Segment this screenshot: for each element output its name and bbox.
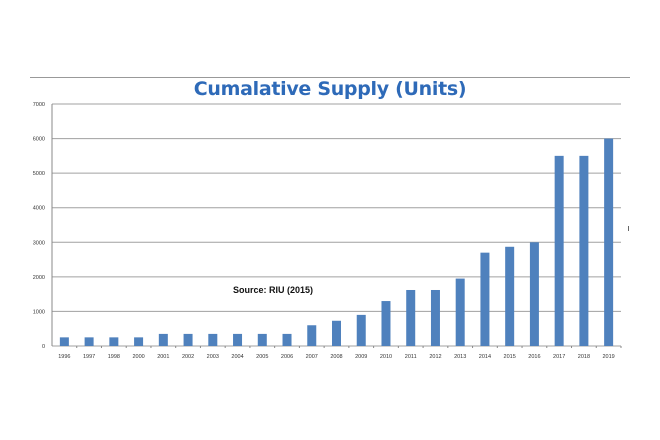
bar-2005 [257, 333, 267, 346]
y-tick-label: 2000 [33, 275, 45, 281]
source-annotation: Source: RIU (2015) [233, 285, 314, 295]
x-tick-label: 1997 [83, 354, 95, 360]
x-tick-label: 2015 [504, 354, 516, 360]
bar-2014 [480, 252, 490, 346]
x-tick-label: 2009 [355, 354, 367, 360]
bar-2012 [430, 289, 440, 346]
bar-1996 [59, 337, 69, 346]
x-tick-label: 1998 [108, 354, 120, 360]
bar-2001 [158, 333, 168, 346]
bar-2002 [183, 333, 193, 346]
top-divider-line [30, 77, 630, 78]
x-tick-label: 2019 [603, 354, 615, 360]
x-tick-label: 2002 [182, 354, 194, 360]
bar-2007 [307, 325, 317, 346]
x-tick-label: 2003 [207, 354, 219, 360]
bar-1997 [84, 337, 94, 346]
x-tick-label: 2001 [157, 354, 169, 360]
x-tick-label: 2012 [429, 354, 441, 360]
bar-2009 [356, 314, 366, 346]
y-tick-label: 0 [42, 344, 45, 350]
y-tick-label: 6000 [33, 137, 45, 143]
bar-2006 [282, 333, 292, 346]
x-tick-label: 2010 [380, 354, 392, 360]
bar-2011 [406, 289, 416, 346]
y-tick-label: 5000 [33, 171, 45, 177]
bar-2000 [134, 337, 144, 346]
y-tick-label: 7000 [33, 102, 45, 108]
bar-2004 [233, 333, 243, 346]
x-tick-label: 2017 [553, 354, 565, 360]
stray-mark [628, 226, 629, 231]
x-tick-label: 2018 [578, 354, 590, 360]
bar-2016 [529, 242, 539, 346]
bar-2015 [505, 246, 515, 346]
bar-2003 [208, 333, 218, 346]
y-tick-label: 1000 [33, 309, 45, 315]
bar-2008 [332, 320, 341, 346]
bar-2010 [381, 301, 391, 346]
bar-2013 [455, 278, 465, 346]
bar-2018 [579, 155, 589, 346]
x-tick-label: 2013 [454, 354, 466, 360]
x-tick-label: 2014 [479, 354, 491, 360]
x-tick-label: 2008 [330, 354, 342, 360]
x-tick-label: 2007 [306, 354, 318, 360]
bar-2019 [604, 138, 614, 346]
x-tick-label: 2006 [281, 354, 293, 360]
y-tick-label: 3000 [33, 240, 45, 246]
x-tick-label: 2016 [528, 354, 540, 360]
x-tick-label: 2000 [132, 354, 144, 360]
x-tick-label: 2004 [231, 354, 243, 360]
x-tick-label: 2011 [405, 354, 417, 360]
chart-title: Cumalative Supply (Units) [193, 78, 467, 100]
bar-1998 [109, 337, 119, 346]
y-tick-label: 4000 [33, 206, 45, 212]
bar-2017 [554, 155, 564, 346]
x-tick-label: 1996 [58, 354, 70, 360]
x-tick-label: 2005 [256, 354, 268, 360]
